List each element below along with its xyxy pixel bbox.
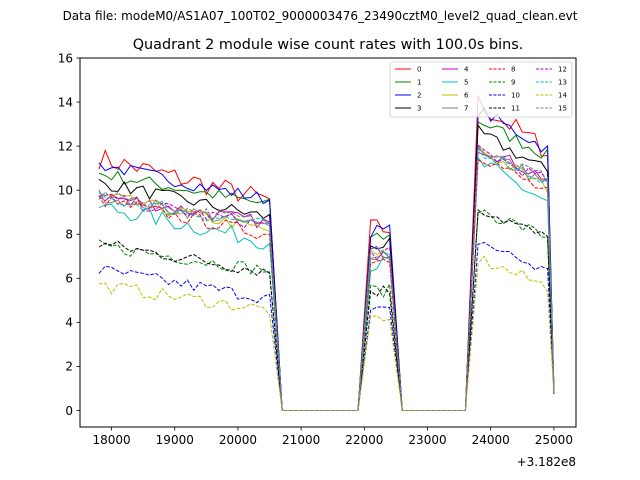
series-line-14 <box>98 255 555 411</box>
legend-label: 11 <box>511 105 520 113</box>
x-tick-label: 18000 <box>92 433 130 447</box>
legend-label: 3 <box>417 105 421 113</box>
chart-title: Quadrant 2 module wise count rates with … <box>133 37 524 53</box>
legend-label: 6 <box>464 92 469 100</box>
series-line-11 <box>98 208 555 411</box>
series-line-12 <box>98 143 555 411</box>
x-tick-label: 22000 <box>345 433 383 447</box>
series-line-1 <box>98 121 555 411</box>
suptitle: Data file: modeM0/AS1A07_100T02_90000034… <box>63 9 578 23</box>
legend-label: 9 <box>511 79 515 87</box>
y-tick-label: 8 <box>65 228 73 242</box>
series-line-3 <box>98 123 555 411</box>
legend-label: 4 <box>464 66 469 74</box>
x-tick-label: 20000 <box>219 433 257 447</box>
axis-ticks: 18000 19000 20000 21000 22000 23000 24000 25000… <box>58 51 573 447</box>
y-tick-label: 12 <box>58 139 73 153</box>
legend-frame <box>389 61 573 118</box>
legend-label: 15 <box>558 105 567 113</box>
series-line-10 <box>98 241 555 411</box>
x-tick-label: 24000 <box>472 433 510 447</box>
legend-label: 1 <box>417 79 421 87</box>
y-tick-label: 0 <box>65 404 73 418</box>
y-tick-label: 16 <box>58 51 73 65</box>
series-line-4 <box>98 151 555 411</box>
series-line-9 <box>98 209 555 411</box>
series-line-7 <box>98 145 555 411</box>
series-line-13 <box>98 146 555 411</box>
legend-label: 8 <box>511 66 515 74</box>
legend-label: 7 <box>464 105 468 113</box>
series-line-15 <box>98 145 555 411</box>
plot-frame <box>79 57 577 428</box>
legend-label: 13 <box>558 79 567 87</box>
x-tick-label: 23000 <box>408 433 446 447</box>
legend-label: 2 <box>417 92 421 100</box>
x-tick-label: 19000 <box>156 433 194 447</box>
legend-label: 5 <box>464 79 468 87</box>
x-tick-label: 25000 <box>535 433 573 447</box>
plot-lines <box>98 95 555 411</box>
series-line-6 <box>98 144 555 411</box>
series-line-8 <box>98 158 555 411</box>
legend-label: 10 <box>511 92 520 100</box>
legend-label: 12 <box>558 66 567 74</box>
y-tick-label: 4 <box>65 316 73 330</box>
y-tick-label: 2 <box>65 360 73 374</box>
legend-label: 14 <box>558 92 567 100</box>
x-tick-label: 21000 <box>282 433 320 447</box>
y-tick-label: 10 <box>58 183 73 197</box>
x-offset-label: +3.182e8 <box>517 455 576 469</box>
series-line-0 <box>98 95 555 411</box>
series-line-5 <box>98 155 555 411</box>
y-tick-label: 6 <box>65 272 73 286</box>
y-tick-label: 14 <box>58 95 73 109</box>
legend-label: 0 <box>417 66 421 74</box>
